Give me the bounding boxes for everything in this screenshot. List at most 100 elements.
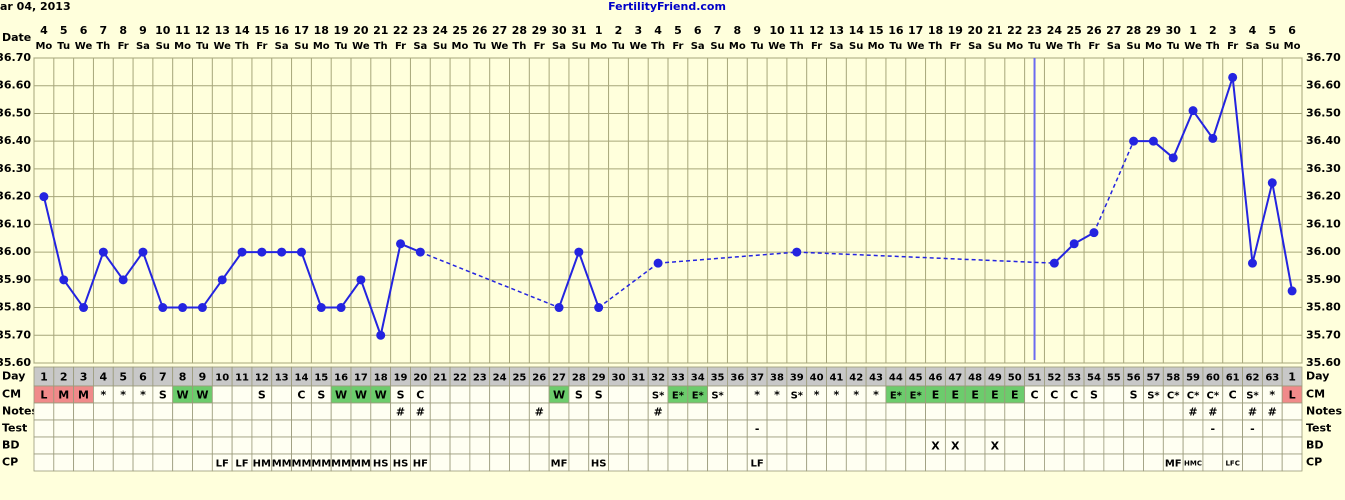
table-cell — [449, 453, 471, 472]
table-cell — [1281, 436, 1303, 455]
table-cell — [1222, 402, 1243, 421]
cell-text: 33 — [671, 373, 685, 384]
date-label: 10 — [769, 24, 785, 37]
y-tick-label-right: 36.20 — [1306, 190, 1341, 203]
table-cell — [568, 402, 590, 421]
table-cell — [647, 419, 669, 438]
date-label: 6 — [694, 24, 702, 37]
table-cell — [746, 402, 768, 421]
cell-text: 6 — [139, 371, 147, 384]
cell-text: E — [1011, 389, 1019, 402]
temp-point — [1228, 72, 1238, 82]
table-cell — [925, 402, 946, 421]
table-cell — [1123, 402, 1144, 421]
table-cell — [192, 436, 213, 455]
table-cell — [885, 453, 907, 472]
table-cell — [1024, 453, 1045, 472]
table-cell — [1044, 436, 1065, 455]
date-label: 21 — [373, 24, 388, 37]
date-label: 10 — [155, 24, 171, 37]
table-cell — [330, 402, 352, 421]
y-tick-label-right: 35.60 — [1306, 356, 1341, 369]
table-cell — [73, 436, 94, 455]
table-cell — [528, 419, 550, 438]
row-label: Notes — [2, 405, 38, 418]
table-cell — [1083, 453, 1105, 472]
cell-text: 35 — [711, 373, 725, 384]
cell-text: 50 — [1008, 373, 1022, 384]
table-cell — [964, 419, 986, 438]
cell-text: MM — [331, 459, 351, 470]
temp-connector — [658, 251, 797, 264]
table-cell — [1083, 436, 1105, 455]
cell-text: 22 — [453, 373, 467, 384]
table-cell — [390, 419, 411, 438]
weekday-label: Sa — [552, 41, 566, 52]
table-cell — [548, 419, 570, 438]
table-cell — [271, 402, 292, 421]
weekday-label: Fr — [672, 41, 683, 52]
table-cell — [806, 453, 827, 472]
temp-point — [98, 247, 108, 257]
cell-text: - — [755, 423, 760, 436]
date-label: 1 — [595, 24, 603, 37]
weekday-label: Sa — [691, 41, 705, 52]
cell-text: S — [258, 389, 266, 402]
table-cell — [865, 453, 887, 472]
cell-text: W — [196, 389, 208, 402]
table-cell — [905, 453, 926, 472]
table-cell — [647, 436, 669, 455]
cell-text: E* — [672, 391, 685, 402]
temp-point — [59, 275, 69, 285]
table-cell — [231, 385, 253, 404]
y-tick-label: 35.90 — [0, 273, 31, 286]
weekday-label: Mo — [174, 41, 191, 52]
weekday-label: Sa — [1245, 41, 1259, 52]
date-label: 7 — [100, 24, 108, 37]
cell-text: 39 — [790, 373, 804, 384]
table-cell — [251, 436, 273, 455]
cell-text: HS — [373, 459, 389, 470]
date-label: 31 — [571, 24, 586, 37]
cell-text: MM — [351, 459, 371, 470]
weekday-label: Mo — [1145, 41, 1162, 52]
date-label: 12 — [809, 24, 824, 37]
date-label: 20 — [353, 24, 369, 37]
table-cell — [73, 453, 94, 472]
cell-text: - — [1211, 423, 1216, 436]
weekday-label: Tu — [473, 41, 486, 52]
table-cell — [509, 419, 530, 438]
cell-text: E* — [910, 391, 923, 402]
table-cell — [865, 419, 887, 438]
temp-point — [197, 303, 207, 313]
cell-text: S* — [652, 391, 665, 402]
table-cell — [806, 402, 827, 421]
cell-text: 26 — [532, 373, 546, 384]
weekday-label: Tu — [196, 41, 209, 52]
table-cell — [132, 436, 154, 455]
cell-text: # — [396, 406, 405, 419]
weekday-label: We — [907, 41, 925, 52]
y-tick-label: 36.30 — [0, 162, 31, 175]
date-label: 6 — [1288, 24, 1296, 37]
weekday-label: We — [352, 41, 370, 52]
table-cell — [291, 419, 312, 438]
table-cell — [905, 436, 926, 455]
table-cell — [905, 419, 926, 438]
table-cell — [528, 453, 550, 472]
table-cell — [33, 436, 55, 455]
weekday-label: Th — [374, 41, 388, 52]
cell-text: 45 — [909, 373, 923, 384]
temp-point — [554, 303, 564, 313]
table-cell — [469, 385, 491, 404]
y-tick-label: 35.80 — [0, 301, 31, 314]
table-cell — [350, 436, 372, 455]
weekday-label: We — [630, 41, 648, 52]
table-cell — [1143, 419, 1164, 438]
date-label: 20 — [967, 24, 983, 37]
date-label: 5 — [674, 24, 682, 37]
cell-text: 17 — [354, 373, 368, 384]
table-cell — [330, 419, 352, 438]
weekday-label: Su — [710, 41, 724, 52]
weekday-label: Fr — [118, 41, 129, 52]
